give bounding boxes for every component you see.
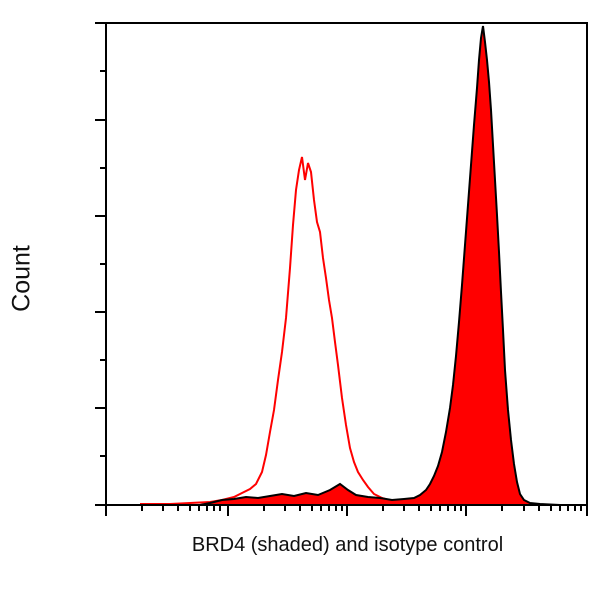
x-ticks (105, 505, 588, 516)
isotype-control-curve (140, 156, 440, 505)
y-axis-label: Count (7, 245, 36, 312)
x-axis-label: BRD4 (shaded) and isotype control (191, 534, 504, 556)
brd4-shaded-area (199, 25, 561, 506)
y-ticks (95, 70, 106, 457)
